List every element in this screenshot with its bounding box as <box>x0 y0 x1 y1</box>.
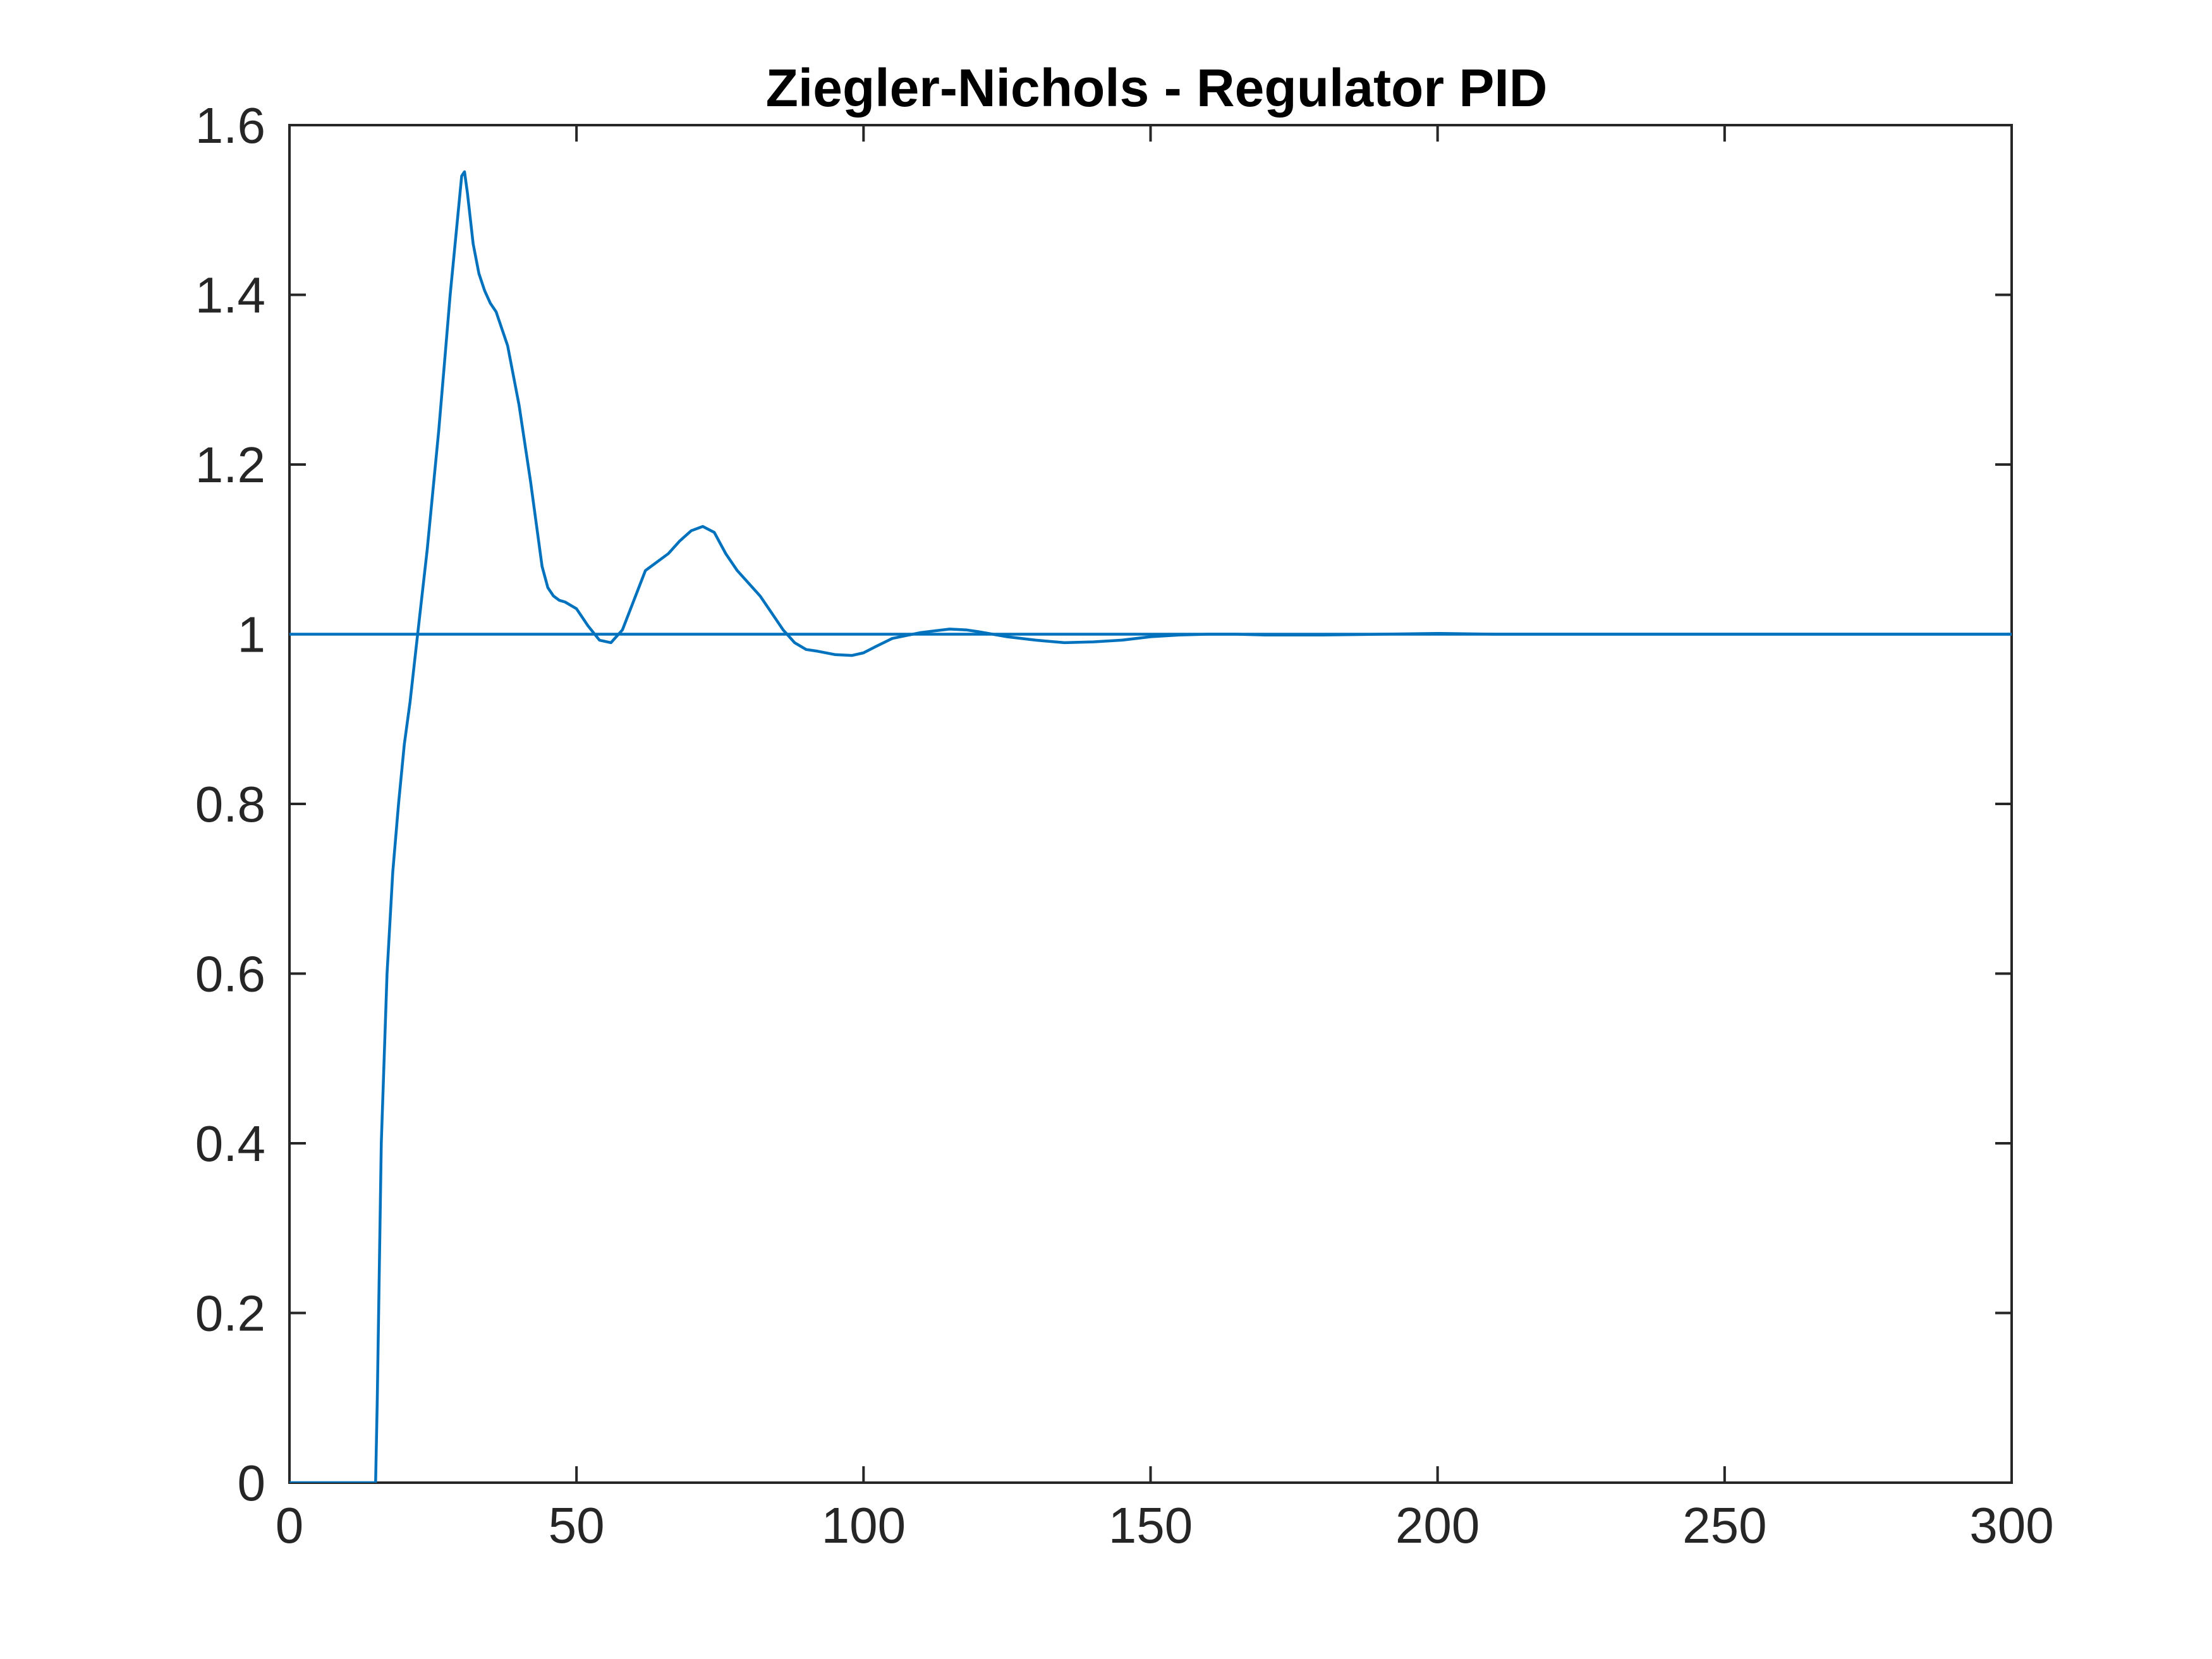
x-tick-label: 50 <box>549 1497 605 1553</box>
y-tick-label: 0.4 <box>195 1115 265 1172</box>
x-tick-label: 100 <box>822 1497 906 1553</box>
x-tick-label: 150 <box>1109 1497 1193 1553</box>
x-tick-label: 300 <box>1969 1497 2053 1553</box>
x-tick-label: 0 <box>276 1497 304 1553</box>
x-tick-label: 200 <box>1395 1497 1480 1553</box>
x-tick-label: 250 <box>1682 1497 1766 1553</box>
y-tick-label: 0.8 <box>195 776 265 832</box>
y-tick-label: 0 <box>238 1455 266 1511</box>
y-tick-label: 0.6 <box>195 946 265 1002</box>
series-line-response <box>289 170 2012 1483</box>
y-tick-label: 0.2 <box>195 1285 265 1342</box>
y-tick-label: 1.4 <box>195 267 265 324</box>
plot-area: 0 50 100 150 200 250 300 0 0.2 0.4 0.6 0.8 1 1.2 1.4 1.… <box>195 97 2054 1553</box>
y-tick-label: 1.6 <box>195 97 265 154</box>
y-tick-label: 1 <box>238 607 266 663</box>
chart-title: Ziegler-Nichols - Regulator PID <box>766 58 1548 118</box>
axes-box <box>288 124 2013 1484</box>
y-tick-label: 1.2 <box>195 437 265 493</box>
